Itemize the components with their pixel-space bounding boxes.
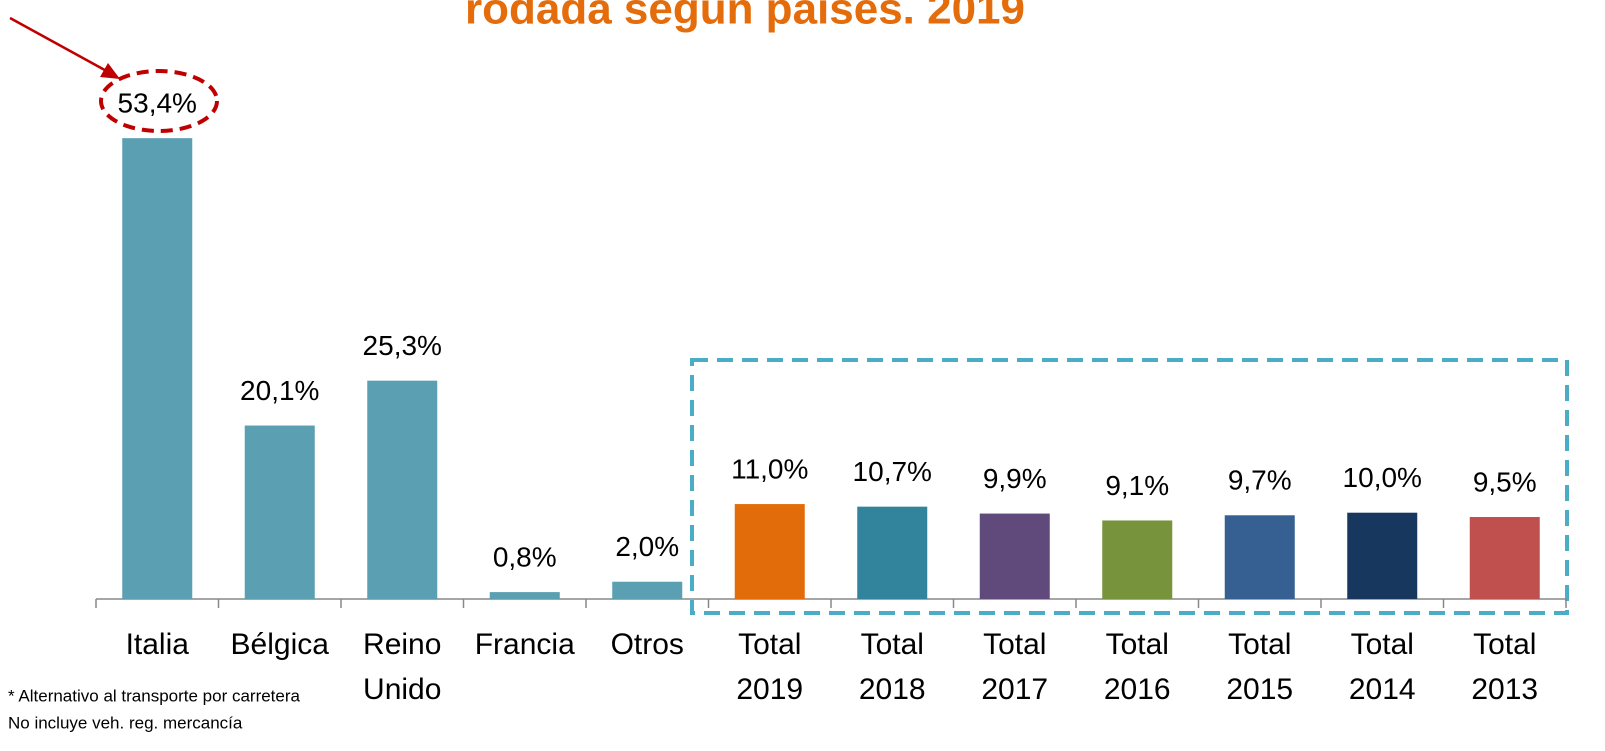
bar (367, 380, 438, 599)
value-label: 10,7% (853, 456, 932, 487)
value-label: 0,8% (493, 541, 557, 572)
value-label: 2,0% (615, 531, 679, 562)
value-label: 20,1% (240, 375, 319, 406)
value-label: 9,7% (1228, 465, 1292, 496)
value-label: 9,1% (1105, 470, 1169, 501)
x-tick-label: Total 2015 (1226, 628, 1293, 706)
bar (979, 513, 1050, 599)
x-tick-label: Francia (475, 628, 575, 661)
bar (1224, 515, 1295, 599)
highlight-ellipse (99, 69, 219, 133)
x-tick-label: Reino Unido (363, 628, 441, 706)
bar (122, 138, 193, 599)
x-tick-label: Total 2017 (981, 628, 1048, 706)
x-tick-label: Total 2014 (1349, 628, 1416, 706)
x-tick-label: Total 2016 (1104, 628, 1171, 706)
highlight-box (690, 358, 1569, 615)
value-label: 25,3% (363, 330, 442, 361)
value-label: 9,5% (1473, 466, 1537, 497)
x-tick-label: Total 2013 (1471, 628, 1538, 706)
arrow-head (100, 63, 120, 79)
bar (489, 592, 560, 599)
x-tick-label: Otros (611, 628, 684, 661)
chart-title: rodada según países. 2019 (465, 0, 1025, 34)
bar (1469, 517, 1540, 599)
bar (857, 506, 928, 599)
footnote: No incluye veh. reg. mercancía (8, 713, 243, 732)
bar (1347, 512, 1418, 599)
footnote: * Alternativo al transporte por carreter… (8, 686, 301, 705)
x-tick-label: Total 2019 (736, 628, 803, 706)
x-tick-label: Total 2018 (859, 628, 926, 706)
bar (244, 425, 315, 599)
bar (612, 581, 683, 599)
value-label: 9,9% (983, 463, 1047, 494)
value-label: 10,0% (1343, 462, 1422, 493)
value-label: 53,4% (118, 88, 197, 119)
x-tick-label: Bélgica (231, 628, 330, 661)
bar (1102, 520, 1173, 599)
x-tick-label: Italia (126, 628, 190, 661)
bar (734, 504, 805, 599)
value-label: 11,0% (731, 453, 808, 484)
arrow (9, 16, 113, 76)
